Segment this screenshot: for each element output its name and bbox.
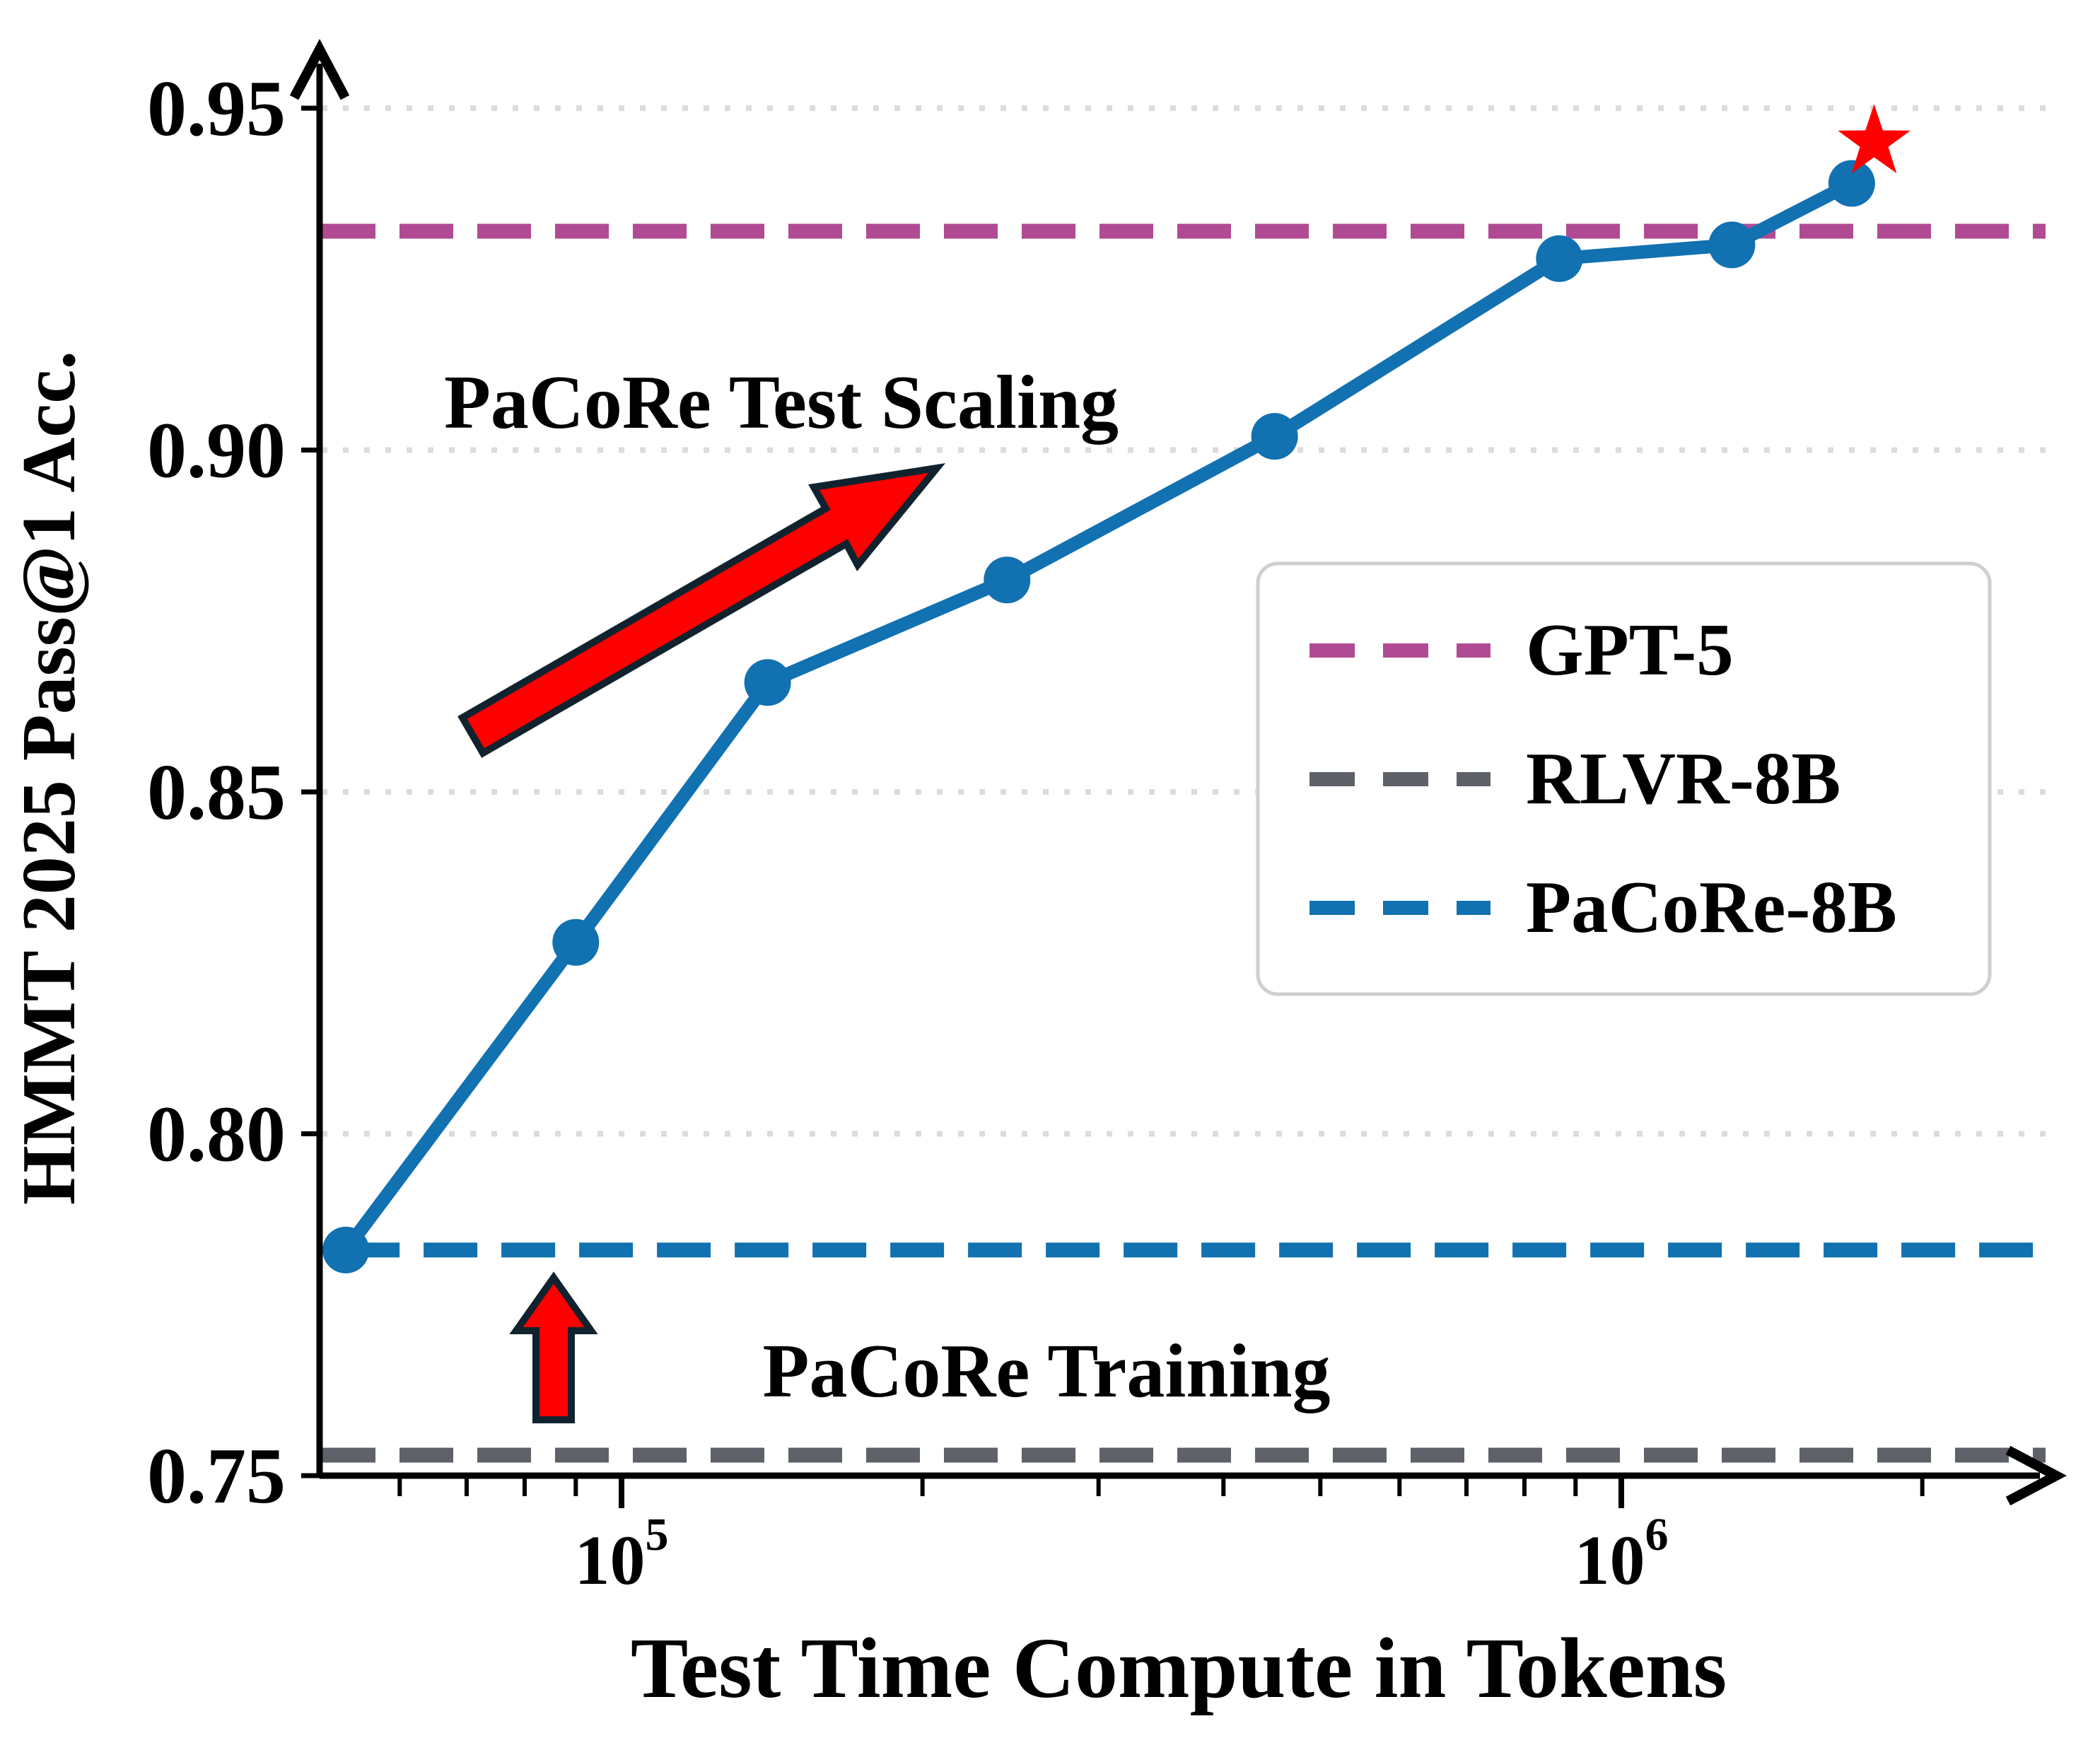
series [322, 160, 1875, 1273]
y-tick-label: 0.95 [147, 65, 286, 153]
y-axis-title: HMMT 2025 Pass@1 Acc. [7, 351, 91, 1205]
data-point [744, 659, 791, 706]
legend-label-gpt-5: GPT-5 [1526, 608, 1734, 691]
data-point [1828, 160, 1875, 207]
annotation-arrows [457, 463, 946, 1423]
data-point [1251, 413, 1298, 460]
scaling-arrow-icon [457, 463, 946, 758]
series-line [339, 176, 1859, 1257]
legend-label-rlvr-8b: RLVR-8B [1526, 737, 1841, 819]
x-tick-label: 105 [575, 1509, 669, 1599]
y-tick-label: 0.85 [147, 749, 286, 836]
tick-labels: 0.95 0.90 0.85 0.80 0.75 105 106 [147, 65, 1669, 1599]
annotation-test-scaling: PaCoRe Test Scaling [444, 361, 1119, 445]
star-icon [1838, 104, 1911, 173]
x-axis-arrowhead-icon [2005, 1445, 2067, 1506]
ticks [301, 105, 1925, 1508]
annotation-training: PaCoRe Training [762, 1329, 1330, 1413]
y-tick-label: 0.90 [147, 407, 286, 495]
star-marker [1838, 104, 1911, 173]
axes [289, 39, 2067, 1506]
data-point [552, 918, 600, 966]
x-axis-title: Test Time Compute in Tokens [631, 1621, 1727, 1716]
y-tick-label: 0.80 [147, 1091, 286, 1179]
y-axis-arrowhead-icon [289, 39, 350, 100]
data-point [1536, 235, 1583, 282]
legend-entries: GPT-5 RLVR-8B PaCoRe-8B [1309, 608, 1897, 948]
legend-box [1256, 561, 1992, 996]
legend: GPT-5 RLVR-8B PaCoRe-8B [1256, 561, 1992, 996]
y-tick-label: 0.75 [147, 1433, 286, 1520]
data-point [322, 1226, 370, 1273]
data-point [984, 556, 1031, 604]
x-tick-label: 106 [1575, 1509, 1669, 1599]
data-point [1708, 221, 1756, 269]
training-arrow-icon [509, 1271, 598, 1423]
legend-label-pacore-8b: PaCoRe-8B [1526, 865, 1897, 948]
